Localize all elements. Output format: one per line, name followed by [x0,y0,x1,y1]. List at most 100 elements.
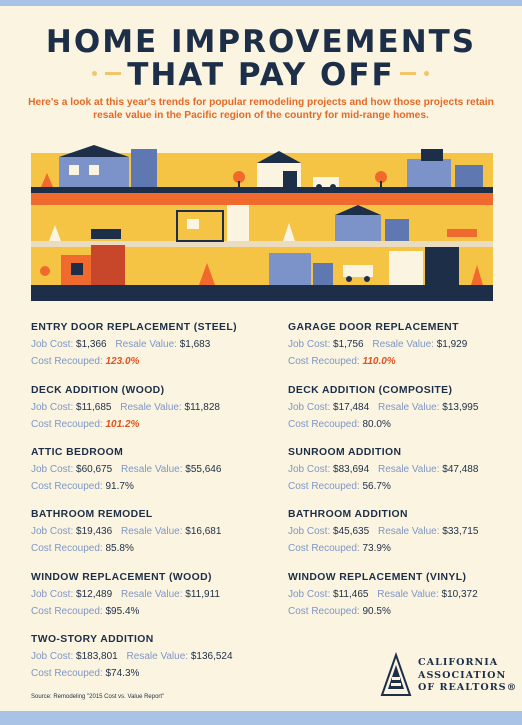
title-decoration-right [400,72,416,75]
recouped-row: Cost Recouped: 123.0% [31,356,261,368]
job-cost-value: $83,694 [333,464,370,475]
cost-recouped-label: Cost Recouped: [288,356,360,367]
job-cost-label: Job Cost: [31,339,74,350]
logo-line: OF REALTORS® [418,682,518,693]
resale-value-label: Resale Value: [120,402,182,413]
top-accent-bar [0,0,522,6]
project-name: ENTRY DOOR REPLACEMENT (STEEL) [31,322,237,333]
page-title-line-2: THAT PAY OFF [127,57,395,93]
project-name: DECK ADDITION (WOOD) [31,385,165,396]
cost-recouped-label: Cost Recouped: [31,606,103,617]
cost-recouped-value: 91.7% [105,481,134,492]
cost-recouped-label: Cost Recouped: [288,606,360,617]
source-note: Source: Remodeling "2015 Cost vs. Value … [31,694,165,700]
project-name: SUNROOM ADDITION [288,447,402,458]
cost-recouped-label: Cost Recouped: [31,543,103,554]
project-name: DECK ADDITION (COMPOSITE) [288,385,453,396]
cost-row: Job Cost: $60,675 Resale Value: $55,646 [31,464,261,476]
cost-recouped-value: 80.0% [362,419,391,430]
car-logo-icon [380,651,412,696]
cost-recouped-value: 73.9% [362,543,391,554]
project-item: BATHROOM REMODEL Job Cost: $19,436 Resal… [31,509,261,555]
recouped-row: Cost Recouped: 90.5% [288,606,518,618]
resale-value-label: Resale Value: [377,589,439,600]
job-cost-label: Job Cost: [288,402,331,413]
resale-value-label: Resale Value: [120,589,183,600]
recouped-row: Cost Recouped: 91.7% [31,481,261,493]
recouped-row: Cost Recouped: 73.9% [288,543,518,555]
project-name: WINDOW REPLACEMENT (VINYL) [288,572,467,583]
cost-row: Job Cost: $17,484 Resale Value: $13,995 [288,402,518,414]
resale-value-label: Resale Value: [115,339,177,350]
project-item: ATTIC BEDROOM Job Cost: $60,675 Resale V… [31,447,261,493]
resale-value: $11,828 [184,402,220,413]
cost-recouped-value: $95.4% [105,606,140,617]
project-name: ATTIC BEDROOM [31,447,124,458]
project-name: WINDOW REPLACEMENT (WOOD) [31,572,212,583]
resale-value-label: Resale Value: [120,464,183,475]
job-cost-label: Job Cost: [288,464,331,475]
bottom-accent-bar [0,711,522,725]
recouped-row: Cost Recouped: $74.3% [31,668,261,680]
job-cost-value: $11,465 [333,589,369,600]
cost-recouped-value: 123.0% [105,356,140,367]
resale-value: $1,683 [179,339,211,350]
job-cost-value: $17,484 [333,402,370,413]
cost-recouped-label: Cost Recouped: [288,419,360,430]
resale-value-label: Resale Value: [377,526,440,537]
cost-row: Job Cost: $183,801 Resale Value: $136,52… [31,651,261,663]
logo-line: ASSOCIATION [418,669,507,681]
resale-value: $13,995 [442,402,479,413]
cost-row: Job Cost: $83,694 Resale Value: $47,488 [288,464,518,476]
resale-value: $55,646 [185,464,222,475]
cost-recouped-label: Cost Recouped: [288,543,360,554]
cost-recouped-label: Cost Recouped: [31,419,103,430]
job-cost-label: Job Cost: [31,651,74,662]
job-cost-label: Job Cost: [288,339,331,350]
cost-row: Job Cost: $1,366 Resale Value: $1,683 [31,339,261,351]
resale-value: $33,715 [442,526,479,537]
recouped-row: Cost Recouped: 85.8% [31,543,261,555]
cost-recouped-value: 110.0% [362,356,396,367]
job-cost-value: $60,675 [76,464,113,475]
job-cost-value: $19,436 [76,526,113,537]
project-name: GARAGE DOOR REPLACEMENT [288,322,459,333]
job-cost-value: $1,756 [333,339,364,350]
resale-value: $16,681 [185,526,222,537]
job-cost-label: Job Cost: [31,402,74,413]
job-cost-label: Job Cost: [31,589,74,600]
project-item: SUNROOM ADDITION Job Cost: $83,694 Resal… [288,447,518,493]
project-item: TWO-STORY ADDITION Job Cost: $183,801 Re… [31,634,261,680]
project-item: WINDOW REPLACEMENT (WOOD) Job Cost: $12,… [31,572,261,618]
recouped-row: Cost Recouped: $95.4% [31,606,261,618]
cost-recouped-label: Cost Recouped: [31,668,103,679]
cost-row: Job Cost: $11,685 Resale Value: $11,828 [31,402,261,414]
project-name: TWO-STORY ADDITION [31,634,154,645]
resale-value-label: Resale Value: [377,402,440,413]
cost-recouped-value: 85.8% [105,543,134,554]
project-name: BATHROOM ADDITION [288,509,408,520]
cost-recouped-value: 101.2% [105,419,140,430]
recouped-row: Cost Recouped: 80.0% [288,419,518,431]
logo-line: CALIFORNIA [418,657,499,668]
project-item: DECK ADDITION (WOOD) Job Cost: $11,685 R… [31,385,261,431]
car-logo-text: CALIFORNIA ASSOCIATION OF REALTORS® [418,657,517,695]
job-cost-value: $45,635 [333,526,370,537]
job-cost-label: Job Cost: [288,526,331,537]
resale-value: $47,488 [442,464,479,475]
recouped-row: Cost Recouped: 110.0% [288,356,518,368]
project-item: GARAGE DOOR REPLACEMENT Job Cost: $1,756… [288,322,518,368]
job-cost-value: $183,801 [76,651,118,662]
cost-recouped-label: Cost Recouped: [31,481,103,492]
cost-recouped-label: Cost Recouped: [31,356,103,367]
cost-recouped-value: 56.7% [362,481,391,492]
cost-recouped-value: $74.3% [105,668,140,679]
project-item: WINDOW REPLACEMENT (VINYL) Job Cost: $11… [288,572,518,618]
project-name: BATHROOM REMODEL [31,509,153,520]
job-cost-label: Job Cost: [31,526,74,537]
cost-row: Job Cost: $11,465 Resale Value: $10,372 [288,589,518,601]
job-cost-value: $11,685 [76,402,112,413]
intro-subtitle: Here's a look at this year's trends for … [28,97,494,121]
cost-row: Job Cost: $12,489 Resale Value: $11,911 [31,589,261,601]
title-decoration-dot [424,71,429,76]
